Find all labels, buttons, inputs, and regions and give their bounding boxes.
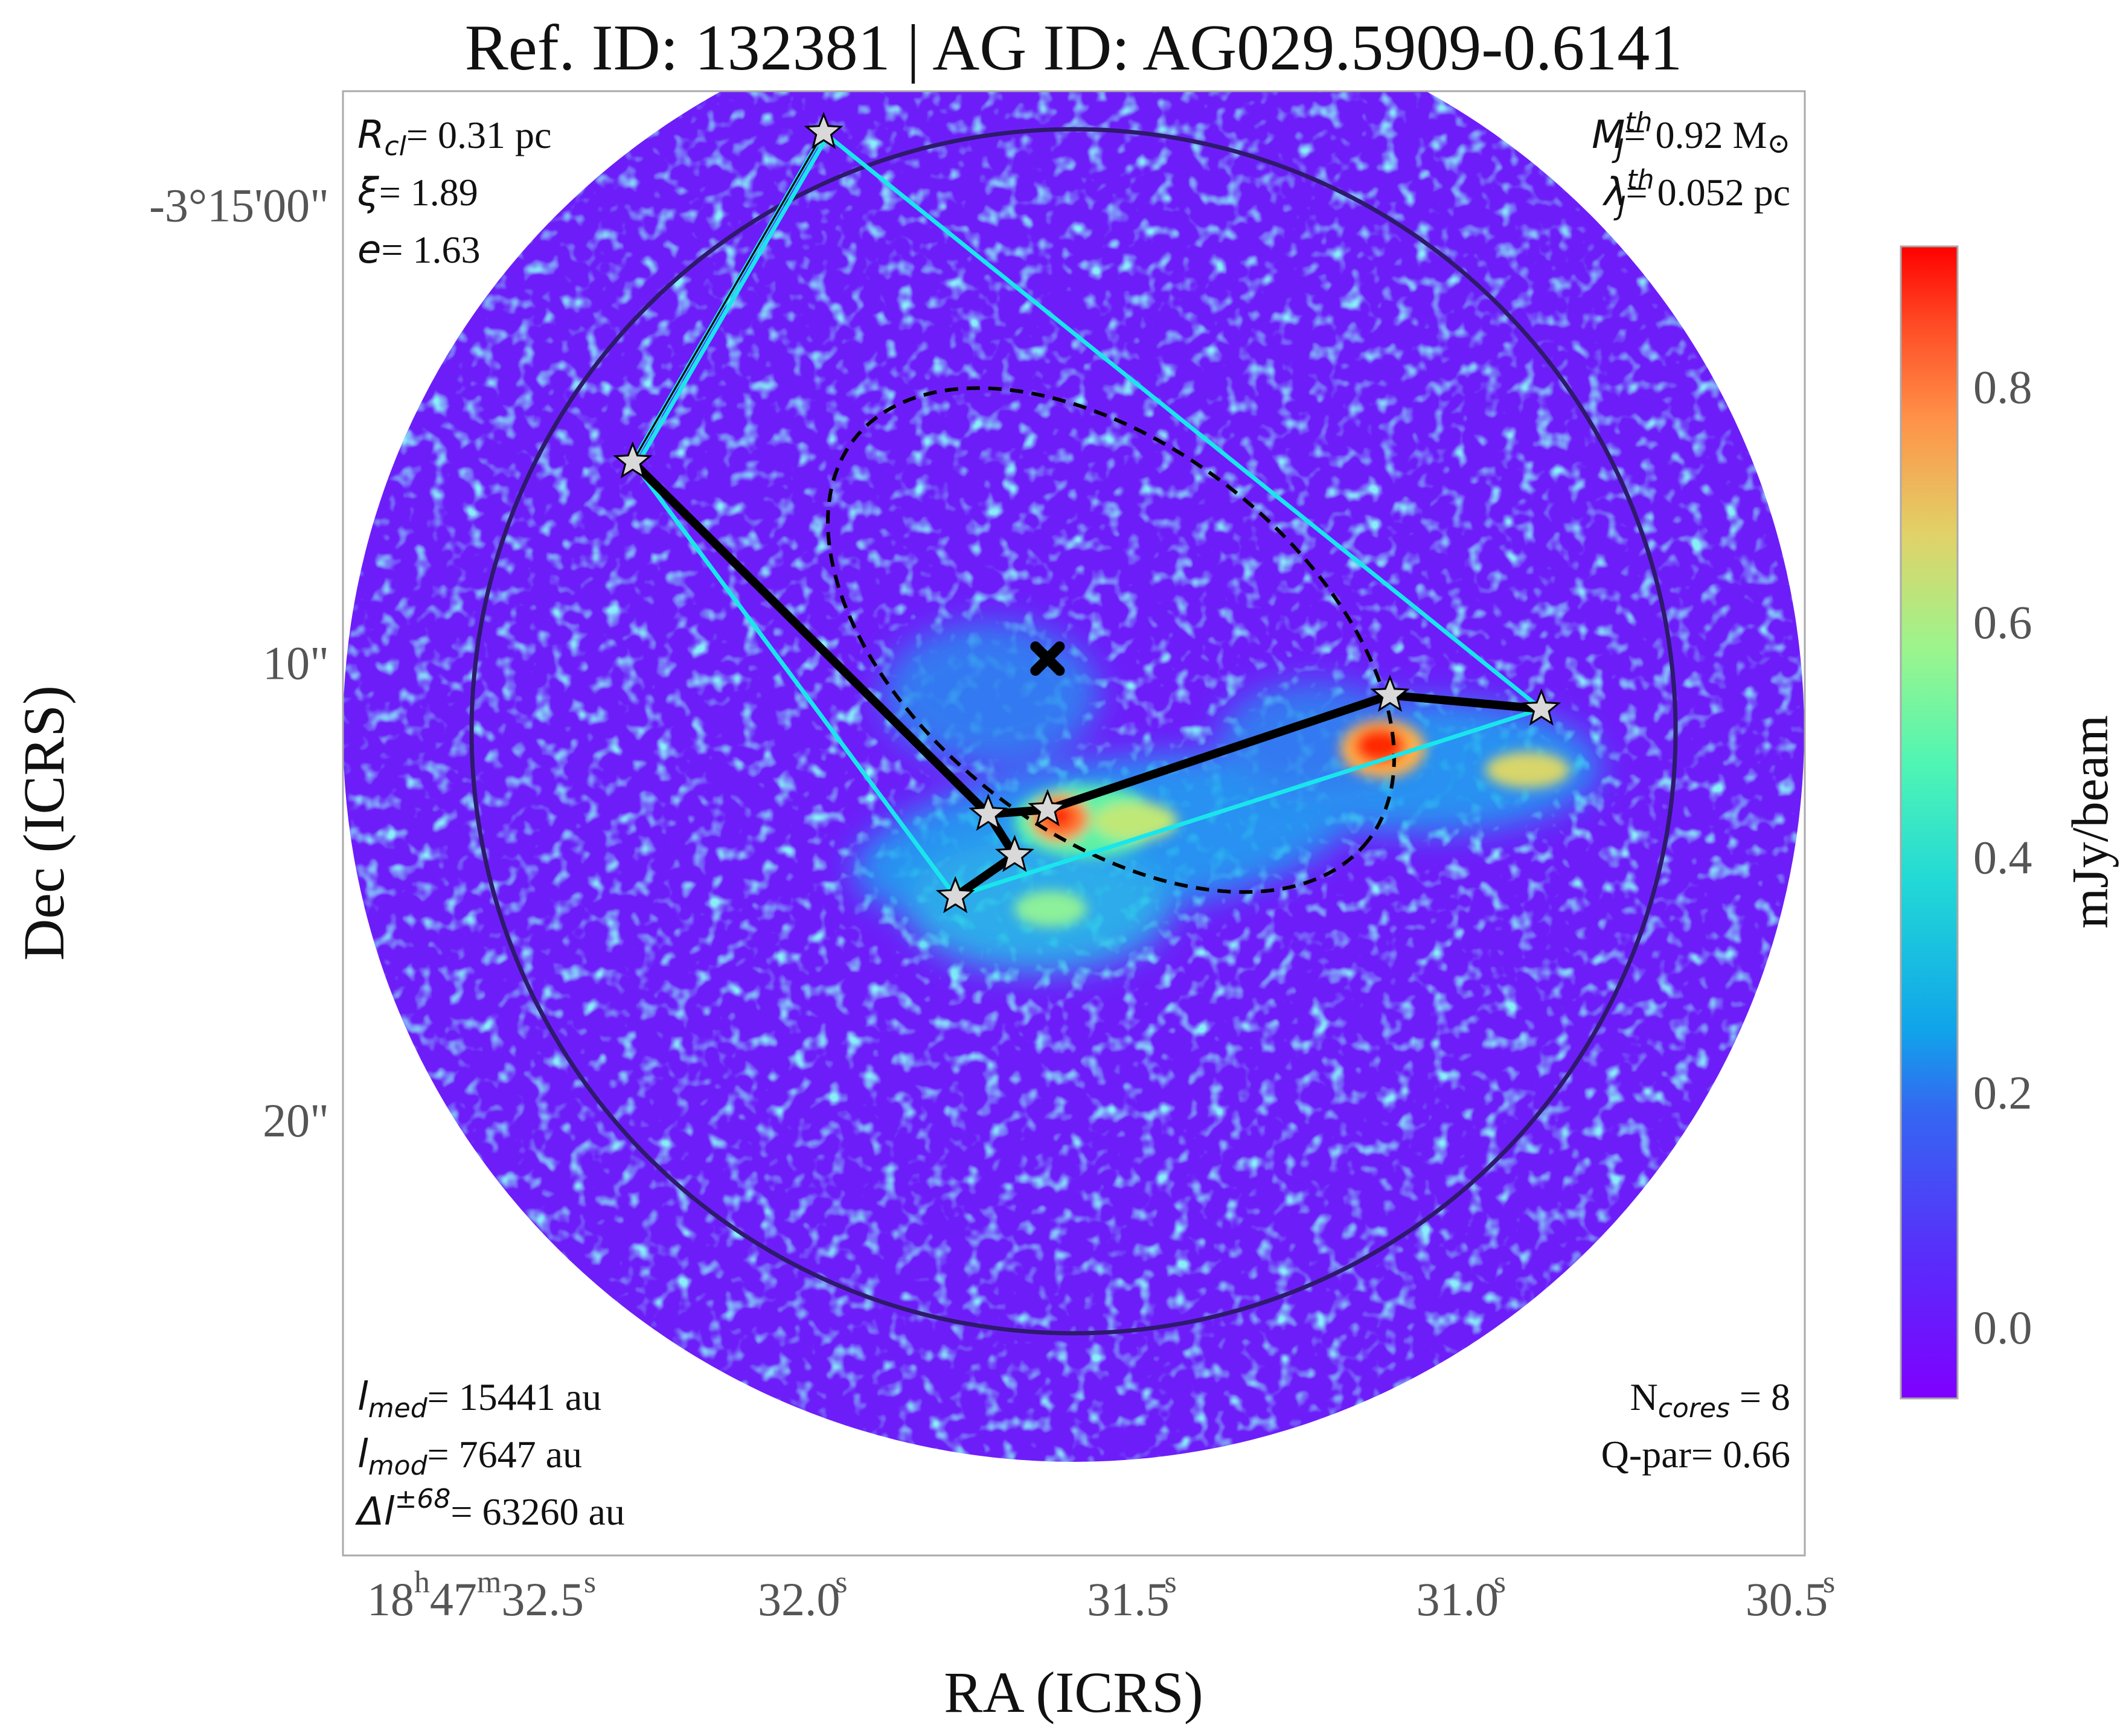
x-tick-label: 30.5 bbox=[1746, 1573, 1828, 1625]
mst-edge bbox=[632, 132, 825, 463]
jeans-mass-annotation: Mth J= 0.92 M⊙ bbox=[1592, 107, 1790, 164]
image-map bbox=[343, 91, 1804, 1462]
ncores-annotation: Ncores = 8 bbox=[1630, 1376, 1790, 1424]
mst-edge bbox=[628, 457, 993, 819]
x-ticks: 32.0s 31.5s 31.0s 30.5s bbox=[758, 1565, 1835, 1625]
hull-edge bbox=[631, 460, 958, 898]
xi-annotation: ξ= 1.89 bbox=[357, 170, 478, 215]
core-star-marker bbox=[1028, 789, 1068, 827]
l-med-annotation: lmed= 15441 au bbox=[357, 1375, 601, 1424]
chart-title: Ref. ID: 132381 | AG ID: AG029.5909-0.61… bbox=[465, 12, 1683, 84]
annotations-top-right: Mth J= 0.92 M⊙ λth J= 0.052 pc bbox=[1592, 107, 1790, 222]
y-axis-label: Dec (ICRS) bbox=[11, 685, 76, 961]
l-mod-annotation: lmod= 7647 au bbox=[357, 1432, 582, 1481]
colorbar: 0.0 0.2 0.4 0.6 0.8 mJy/beam bbox=[1900, 245, 2119, 1400]
y-tick-label: -3°15'00" bbox=[149, 179, 329, 231]
y-tick-label: 20" bbox=[263, 1094, 329, 1147]
y-tick-label: 10" bbox=[263, 636, 329, 689]
colorbar-gradient bbox=[1900, 245, 1959, 1400]
x-tick-sup: s bbox=[1164, 1565, 1176, 1600]
colorbar-tick-label: 0.0 bbox=[1973, 1301, 2032, 1354]
x-axis-label: RA (ICRS) bbox=[944, 1660, 1203, 1725]
jeans-length-annotation: λth J= 0.052 pc bbox=[1603, 164, 1791, 222]
x-tick-label: 31.0 bbox=[1416, 1573, 1499, 1625]
clump-circle bbox=[469, 127, 1678, 1336]
core-star-marker bbox=[1370, 674, 1410, 712]
fit-ellipse bbox=[826, 386, 1396, 894]
plot-frame bbox=[342, 90, 1806, 1557]
core-star-marker bbox=[1522, 688, 1561, 726]
x-tick-sup: s bbox=[1494, 1565, 1506, 1600]
y-ticks: -3°15'00" 10" 20" bbox=[149, 179, 329, 1147]
e-annotation: e= 1.63 bbox=[357, 228, 480, 272]
x-tick-label: 31.5 bbox=[1087, 1573, 1170, 1625]
colorbar-ticks: 0.0 0.2 0.4 0.6 0.8 bbox=[1973, 361, 2032, 1354]
center-marker bbox=[1030, 641, 1065, 676]
core-star-marker bbox=[969, 793, 1008, 831]
annotations-bottom-left: lmed= 15441 au lmod= 7647 au Δl±68= 6326… bbox=[354, 1375, 625, 1534]
y-axis: Dec (ICRS) -3°15'00" 10" 20" bbox=[11, 179, 329, 1147]
colorbar-tick-label: 0.4 bbox=[1973, 831, 2032, 883]
colorbar-tick-label: 0.8 bbox=[1973, 361, 2032, 414]
x-axis: RA (ICRS) 18h47m32.5s 32.0s 31.5s 31.0s 30.… bbox=[367, 1565, 1835, 1725]
r-cl-annotation: Rcl= 0.31 pc bbox=[357, 113, 551, 162]
colorbar-tick-label: 0.2 bbox=[1973, 1066, 2032, 1119]
mst-edge bbox=[1385, 691, 1546, 714]
x-tick-sup: s bbox=[1823, 1565, 1835, 1600]
core-star-marker bbox=[935, 876, 975, 914]
hull-edge bbox=[636, 131, 832, 463]
core-star-marker bbox=[804, 112, 844, 149]
mst-edge bbox=[1043, 691, 1394, 814]
core-star-marker bbox=[994, 834, 1034, 873]
x-tick-first: 18h47m32.5s bbox=[367, 1565, 596, 1625]
x-tick-label: 32.0 bbox=[758, 1573, 841, 1625]
annotations-bottom-right: Ncores = 8 Q-par= 0.66 bbox=[1601, 1376, 1790, 1476]
annotations-top-left: Rcl= 0.31 pc ξ= 1.89 e= 1.63 bbox=[357, 113, 551, 272]
colorbar-tick-label: 0.6 bbox=[1973, 596, 2032, 649]
delta-l-annotation: Δl±68= 63260 au bbox=[354, 1484, 625, 1534]
qpar-annotation: Q-par= 0.66 bbox=[1601, 1433, 1790, 1476]
colorbar-label: mJy/beam bbox=[2061, 715, 2119, 929]
x-tick-sup: s bbox=[835, 1565, 847, 1600]
core-star-marker bbox=[613, 441, 653, 479]
core-markers bbox=[613, 112, 1561, 914]
